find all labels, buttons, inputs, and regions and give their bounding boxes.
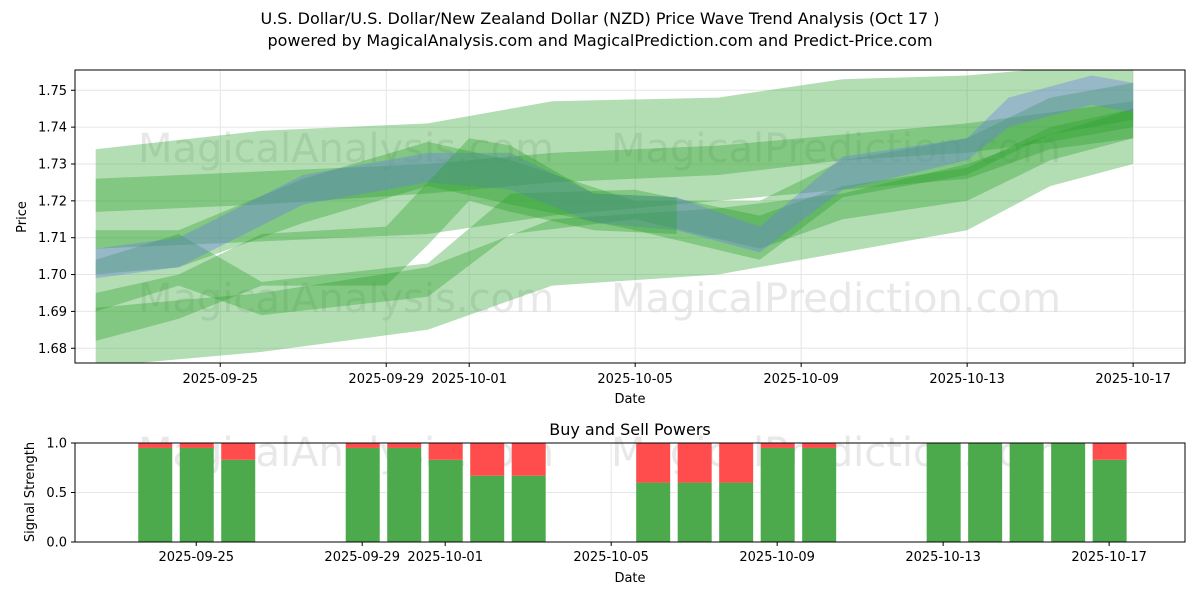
watermark-top-3: MagicalAnalysis.com — [138, 276, 554, 322]
sell-bar — [428, 443, 463, 460]
chart-title-line-1: U.S. Dollar/U.S. Dollar/New Zealand Doll… — [260, 9, 940, 28]
signal-ytick-label: 0.5 — [46, 486, 67, 501]
sell-bar — [636, 443, 671, 483]
signal-ytick-label: 0.0 — [46, 536, 67, 551]
price-ytick-label: 1.68 — [38, 342, 67, 357]
buy-bar — [677, 482, 712, 542]
chart-title-line-2: powered by MagicalAnalysis.com and Magic… — [267, 31, 933, 50]
price-ytick-label: 1.72 — [38, 194, 67, 209]
buy-bar — [760, 447, 795, 542]
buy-bar — [428, 459, 463, 542]
price-xtick-label: 2025-09-29 — [348, 372, 424, 387]
buy-bar — [802, 447, 837, 542]
wave-band-7 — [95, 138, 677, 341]
price-ytick-label: 1.70 — [38, 268, 67, 283]
sell-bar — [1092, 443, 1127, 460]
signal-bars — [138, 443, 1127, 542]
price-y-axis-label: Price — [15, 201, 30, 233]
buy-bar — [179, 447, 214, 542]
signal-axes: 0.0 0.5 1.0 2025-09-25 2025-09-29 2025-10-01 2… — [46, 437, 1147, 566]
wave-band-6 — [95, 75, 1134, 279]
buy-bar — [345, 447, 380, 542]
watermark-top-1: MagicalAnalysis.com — [138, 126, 554, 172]
wave-band-4 — [95, 108, 1134, 316]
wave-bands — [95, 70, 1134, 363]
sell-bar — [802, 443, 837, 448]
sell-bar — [677, 443, 712, 483]
price-grid — [75, 70, 1185, 363]
price-xtick-label: 2025-10-13 — [929, 372, 1005, 387]
buy-bar — [138, 447, 173, 542]
sell-bar — [179, 443, 214, 448]
signal-chart-title: Buy and Sell Powers — [549, 420, 711, 439]
buy-bar — [636, 482, 671, 542]
price-ytick-label: 1.71 — [38, 231, 67, 246]
sell-bar — [221, 443, 256, 460]
buy-bar — [221, 459, 256, 542]
sell-bar — [719, 443, 754, 483]
price-xtick-label: 2025-09-25 — [182, 372, 258, 387]
watermark-top-2: MagicalPrediction.com — [611, 126, 1061, 172]
price-xtick-label: 2025-10-17 — [1095, 372, 1171, 387]
sell-bar — [470, 443, 505, 476]
signal-xtick-label: 2025-10-05 — [573, 550, 649, 565]
signal-xtick-label: 2025-10-13 — [905, 550, 981, 565]
sell-bar — [387, 443, 422, 448]
buy-bar — [968, 443, 1003, 542]
signal-xtick-label: 2025-10-17 — [1071, 550, 1147, 565]
signal-x-axis-label: Date — [614, 571, 645, 586]
wave-band-5 — [95, 82, 1134, 275]
signal-xtick-label: 2025-10-01 — [407, 550, 483, 565]
price-ytick-label: 1.69 — [38, 305, 67, 320]
price-x-axis-label: Date — [614, 392, 645, 407]
wave-band-1 — [95, 70, 1134, 249]
watermark-top-4: MagicalPrediction.com — [611, 276, 1061, 322]
signal-xtick-label: 2025-10-09 — [739, 550, 815, 565]
price-ytick-label: 1.74 — [38, 121, 67, 136]
buy-bar — [719, 482, 754, 542]
wave-band-3 — [95, 108, 1134, 363]
buy-bar — [1009, 443, 1044, 542]
signal-xtick-label: 2025-09-25 — [158, 550, 234, 565]
price-plot-frame — [74, 69, 1186, 364]
price-ytick-label: 1.73 — [38, 157, 67, 172]
price-xtick-label: 2025-10-09 — [763, 372, 839, 387]
sell-bar — [345, 443, 380, 448]
buy-bar — [470, 475, 505, 542]
sell-bar — [760, 443, 795, 448]
signal-plot-frame — [74, 442, 1186, 543]
sell-bar — [138, 443, 173, 448]
signal-y-axis-label: Signal Strength — [23, 442, 38, 542]
buy-bar — [926, 443, 961, 542]
sell-bar — [511, 443, 546, 476]
price-ytick-label: 1.75 — [38, 84, 67, 99]
buy-bar — [1092, 459, 1127, 542]
signal-ytick-label: 1.0 — [46, 437, 67, 452]
buy-bar — [1051, 443, 1086, 542]
buy-bar — [511, 475, 546, 542]
signal-xtick-label: 2025-09-29 — [324, 550, 400, 565]
price-axes: 1.68 1.69 1.70 1.71 1.72 1.73 1.74 1.75 2025-09-… — [38, 84, 1171, 387]
buy-bar — [387, 447, 422, 542]
wave-band-2 — [95, 101, 1134, 212]
price-xtick-label: 2025-10-05 — [597, 372, 673, 387]
price-xtick-label: 2025-10-01 — [431, 372, 507, 387]
